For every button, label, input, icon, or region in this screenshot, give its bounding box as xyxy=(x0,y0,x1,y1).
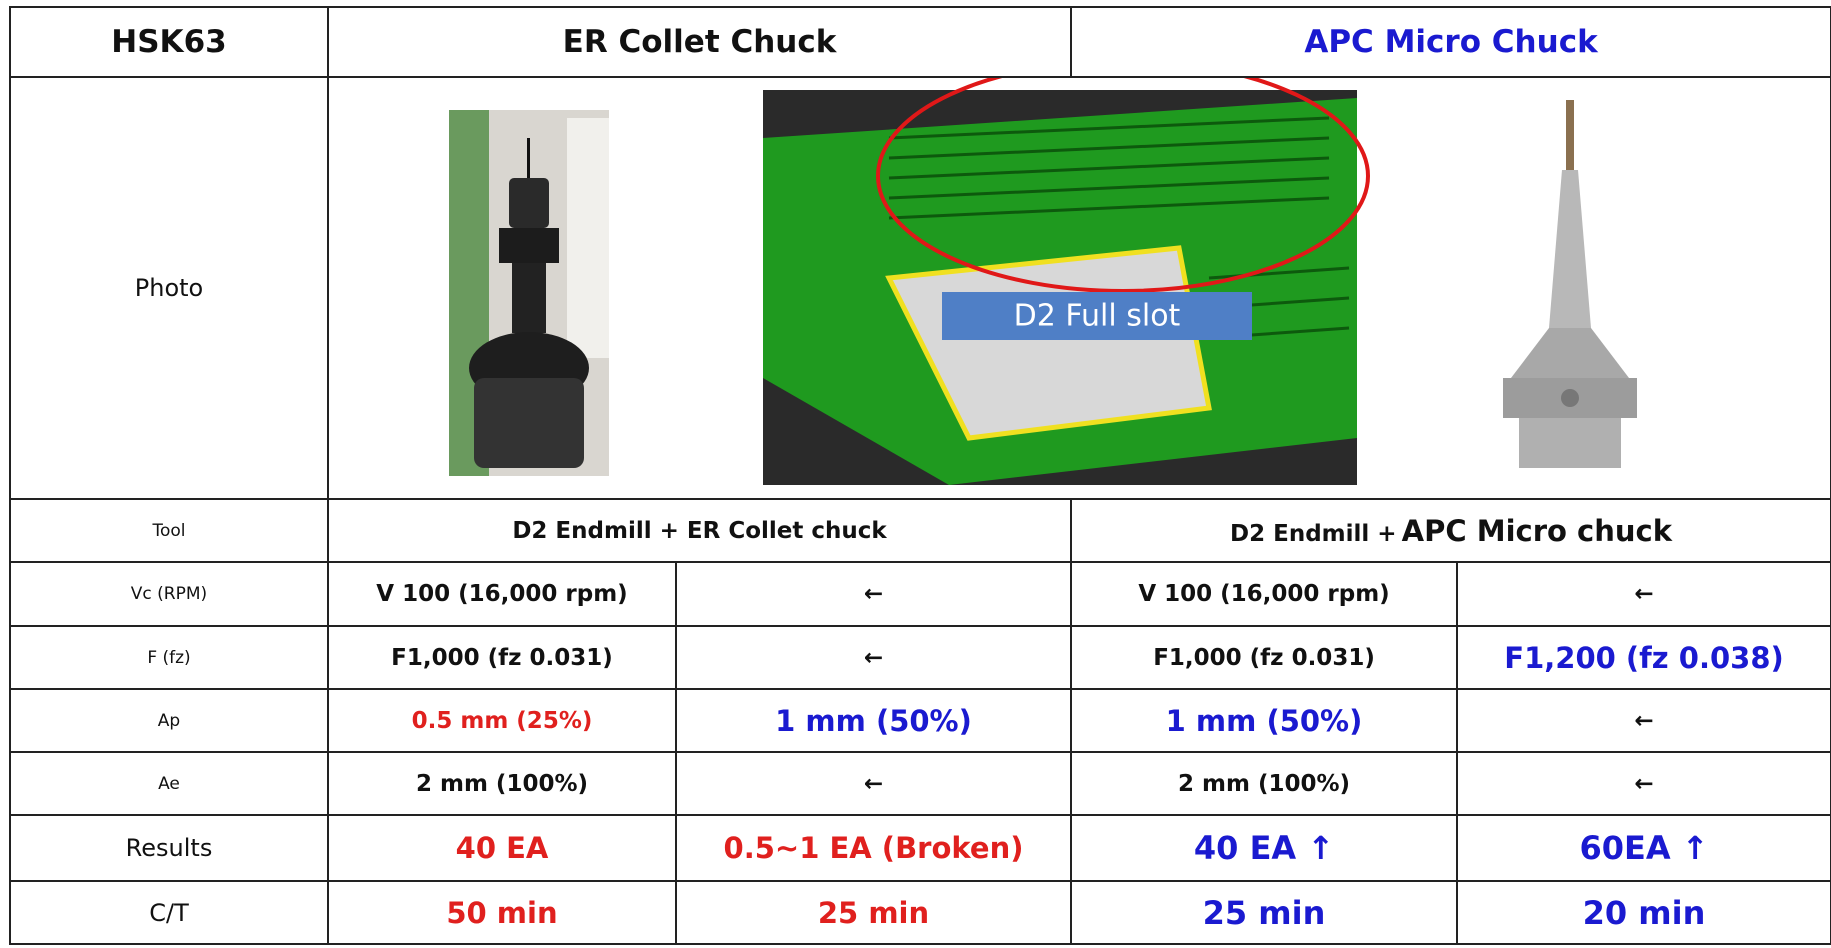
cell: 25 min xyxy=(674,880,1073,945)
photos: D2 Full slot xyxy=(449,79,1637,485)
cell: ← xyxy=(1456,688,1831,753)
header-cell: APC Micro Chuck xyxy=(1070,6,1831,78)
cell: 2 mm (100%) xyxy=(327,751,677,816)
row-label: F (fz) xyxy=(9,625,329,690)
tool-row: Tool D2 Endmill + ER Collet chuck D2 End… xyxy=(9,498,1831,563)
cell: F1,000 (fz 0.031) xyxy=(1070,625,1459,690)
row-label: Tool xyxy=(9,498,329,563)
cell: 20 min xyxy=(1456,880,1831,945)
row: Results 40 EA 0.5~1 EA (Broken) 40 EA ↑ … xyxy=(9,814,1831,882)
cell-text: D2 Endmill + xyxy=(1230,520,1397,547)
row-label: Ap xyxy=(9,688,329,753)
cell: 40 EA ↑ xyxy=(1070,814,1459,882)
cell: D2 Endmill + APC Micro chuck xyxy=(1070,498,1831,563)
cell: F1,200 (fz 0.038) xyxy=(1456,625,1831,690)
cell: 25 min xyxy=(1070,880,1459,945)
photo-cell: D2 Full slot xyxy=(326,76,1831,500)
cell: 1 mm (50%) xyxy=(1070,688,1459,753)
cell: ← xyxy=(674,561,1073,627)
cell: V 100 (16,000 rpm) xyxy=(1070,561,1459,627)
cell: ← xyxy=(674,751,1073,816)
apc-chuck-photo xyxy=(1503,100,1637,468)
cell: 0.5~1 EA (Broken) xyxy=(674,814,1073,882)
cell: F1,000 (fz 0.031) xyxy=(327,625,677,690)
row: F (fz) F1,000 (fz 0.031) ← F1,000 (fz 0.… xyxy=(9,625,1831,690)
er-chuck-photo xyxy=(449,110,609,476)
row: Ae 2 mm (100%) ← 2 mm (100%) ← xyxy=(9,751,1831,816)
cell: 0.5 mm (25%) xyxy=(327,688,677,753)
row-label: C/T xyxy=(9,880,329,945)
header-row: HSK63 ER Collet Chuck APC Micro Chuck xyxy=(9,6,1831,78)
cell: 40 EA xyxy=(327,814,677,882)
cell: ← xyxy=(674,625,1073,690)
header-cell: HSK63 xyxy=(9,6,329,78)
cell-text: APC Micro chuck xyxy=(1401,513,1673,548)
cell: ← xyxy=(1456,561,1831,627)
cell: 60EA ↑ xyxy=(1456,814,1831,882)
row-label: Results xyxy=(9,814,329,882)
cell: D2 Endmill + ER Collet chuck xyxy=(326,498,1073,563)
comparison-table: HSK63 ER Collet Chuck APC Micro Chuck Ph… xyxy=(9,6,1831,945)
cell: 2 mm (100%) xyxy=(1070,751,1459,816)
row-label: Ae xyxy=(9,751,329,816)
cell: V 100 (16,000 rpm) xyxy=(327,561,677,627)
row: C/T 50 min 25 min 25 min 20 min xyxy=(9,880,1831,945)
image-annotation: D2 Full slot xyxy=(1014,299,1181,334)
header-cell: ER Collet Chuck xyxy=(326,6,1073,78)
cad-image: D2 Full slot xyxy=(763,79,1370,485)
photo-row: Photo xyxy=(9,76,1831,500)
row-label: Photo xyxy=(9,76,329,500)
row: Vc (RPM) V 100 (16,000 rpm) ← V 100 (16,… xyxy=(9,561,1831,627)
cell: 50 min xyxy=(327,880,677,945)
row: Ap 0.5 mm (25%) 1 mm (50%) 1 mm (50%) ← xyxy=(9,688,1831,753)
cell: ← xyxy=(1456,751,1831,816)
cell: 1 mm (50%) xyxy=(674,688,1073,753)
row-label: Vc (RPM) xyxy=(9,561,329,627)
